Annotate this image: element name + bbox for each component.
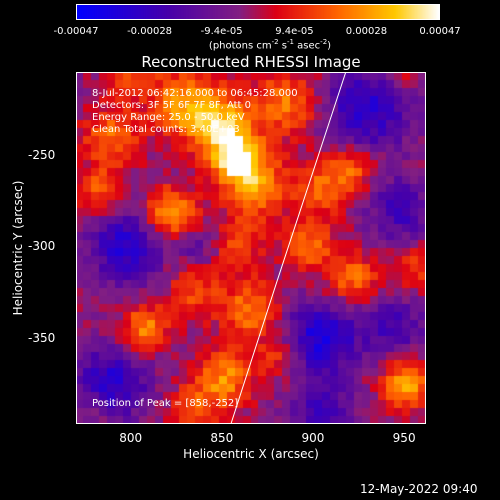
colorbar-tick-label: 0.00028 (345, 26, 388, 37)
colorbar-units: (photons cm-2 s-1 asec-2) (208, 38, 332, 52)
colorbar-tick-label: 9.4e-05 (275, 26, 314, 37)
time-range-label: 8-Jul-2012 06:42:16.000 to 06:45:28.000 (92, 88, 298, 99)
y-tick-label: -250 (28, 147, 56, 162)
detectors-label: Detectors: 3F 5F 6F 7F 8F, Att 0 (92, 100, 252, 111)
heatmap-image (76, 72, 426, 424)
y-tick-label: -350 (28, 330, 56, 345)
y-axis-label: Heliocentric Y (arcsec) (11, 180, 25, 316)
colorbar-tick-label: -0.00047 (53, 26, 99, 37)
x-tick-label: 850 (210, 431, 234, 445)
x-tick-label: 800 (119, 431, 143, 445)
chart-title: Reconstructed RHESSI Image (141, 53, 361, 71)
solar-limb-overlay (230, 72, 347, 424)
colorbar (76, 4, 440, 20)
peak-position-label: Position of Peak = [858,-252] (92, 398, 239, 409)
colorbar-tick-label: 0.00047 (419, 26, 461, 37)
y-tick-label: -300 (28, 239, 56, 254)
x-tick-label: 950 (392, 431, 416, 445)
x-tick-label: 900 (301, 431, 325, 445)
colorbar-tick-label: -9.4e-05 (200, 26, 243, 37)
energy-range-label: Energy Range: 25.0 - 50.0 keV (92, 112, 245, 123)
x-axis-label: Heliocentric X (arcsec) (183, 447, 319, 461)
footer-timestamp: 12-May-2022 09:40 (360, 482, 478, 496)
solar-limb-line (230, 72, 347, 424)
clean-counts-label: Clean Total counts: 3.40E+03 (92, 124, 240, 135)
colorbar-tick-label: -0.00028 (127, 26, 173, 37)
